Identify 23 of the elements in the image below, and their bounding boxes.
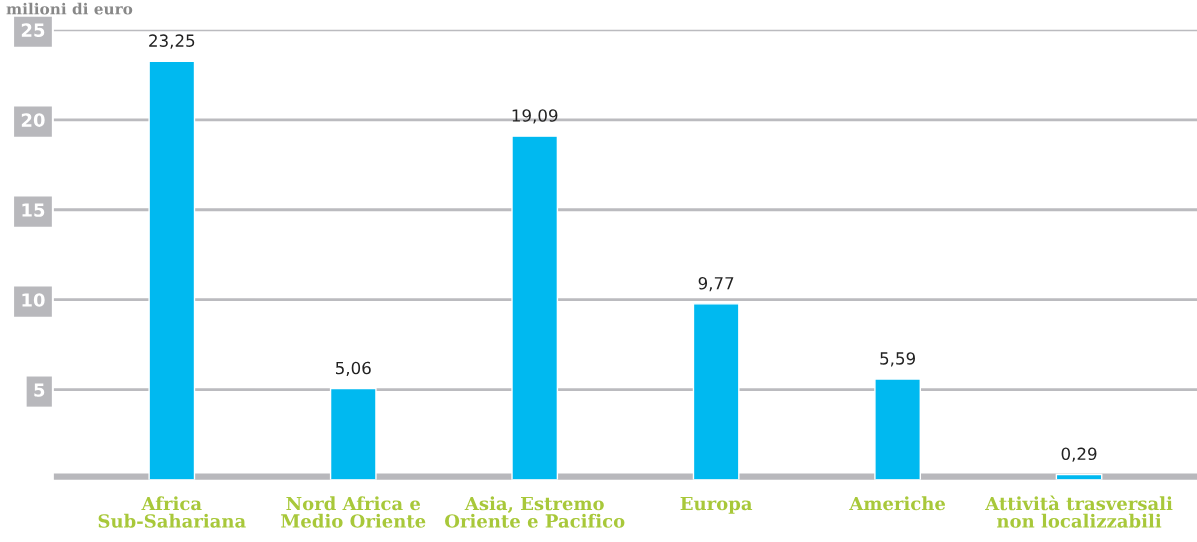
bar	[874, 378, 921, 480]
y-tick-label: 15	[22, 203, 45, 217]
data-label: 23,25	[149, 34, 195, 49]
data-label: 19,09	[512, 109, 558, 124]
bar	[148, 60, 196, 480]
x-tick-label: Africa Sub-Sahariana	[98, 496, 246, 528]
x-tick-label: Asia, Estremo Oriente e Pacifico	[445, 496, 625, 528]
x-tick-label: Attività trasversali non localizzabili	[985, 495, 1173, 528]
y-tick-label: 5	[34, 383, 45, 397]
x-tick-label: Nord Africa e Medio Oriente	[281, 496, 426, 528]
x-tick-label: Europa	[680, 496, 753, 514]
bar	[692, 303, 740, 480]
y-tick-label: 25	[21, 23, 45, 37]
y-tick-label: 20	[21, 113, 45, 127]
y-axis-title: milioni di euro	[6, 2, 133, 15]
data-label: 5,06	[335, 361, 371, 376]
y-tick-label: 10	[22, 293, 45, 307]
data-label: 9,77	[698, 276, 734, 292]
bar	[511, 135, 559, 480]
x-tick-label: Americhe	[849, 496, 946, 511]
data-label: 5,59	[880, 352, 915, 367]
data-label: 0,29	[1061, 447, 1097, 462]
bar	[329, 387, 377, 480]
